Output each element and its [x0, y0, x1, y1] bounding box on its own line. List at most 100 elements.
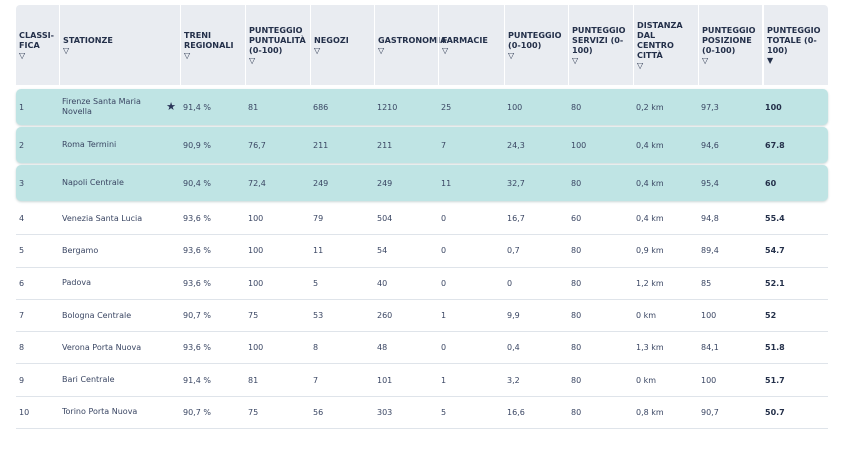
sort-icon[interactable]: ▽	[184, 51, 191, 60]
cell-gastronomy: 54	[377, 246, 388, 256]
cell-services-score: 80	[571, 407, 582, 417]
column-header-regional-trains[interactable]: TRENI REGIONALI ▽	[180, 5, 245, 85]
cell-distance-center: 0,4 km	[636, 214, 664, 224]
cell-pharmacies: 11	[441, 178, 452, 188]
cell-gastronomy: 1210	[377, 102, 398, 112]
cell-regional-trains: 90,7 %	[183, 407, 211, 417]
column-header-label: PUNTEGGIO PUNTUALITÀ (0-100)	[249, 25, 306, 55]
column-header-label: TRENI REGIONALI	[184, 30, 234, 50]
cell-services-score: 80	[571, 102, 582, 112]
cell-total-score: 54.7	[765, 246, 785, 256]
cell-position-score: 100	[701, 311, 717, 321]
star-icon[interactable]: ★	[166, 100, 176, 113]
sort-icon[interactable]: ▽	[637, 61, 644, 70]
cell-rank: 4	[19, 214, 25, 224]
cell-regional-trains: 93,6 %	[183, 214, 211, 224]
column-header-position-score[interactable]: PUNTEGGIO POSIZIONE (0-100) ▽	[698, 5, 762, 85]
station-ranking-table: CLASSI- FICA ▽ STATIONZE ▽ TRENI REGIONALI ▽ P…	[16, 5, 828, 430]
sort-icon[interactable]: ▽	[508, 51, 515, 60]
column-header-punctuality-score[interactable]: PUNTEGGIO PUNTUALITÀ (0-100) ▽	[245, 5, 310, 85]
cell-gastronomy: 48	[377, 343, 388, 353]
column-header-label: PUNTEGGIO POSIZIONE (0-100)	[702, 25, 756, 55]
table-row[interactable]: 1 Firenze Santa Maria Novella ★ 91,4 % 81 686…	[16, 89, 828, 125]
column-header-total-score[interactable]: PUNTEGGIO TOTALE (0- 100) ▼	[762, 5, 828, 85]
column-header-station[interactable]: STATIONZE ▽	[59, 5, 180, 85]
cell-position-score: 89,4	[701, 246, 719, 256]
column-header-services-score[interactable]: PUNTEGGIO SERVIZI (0- 100) ▽	[568, 5, 633, 85]
cell-station: Firenze Santa Maria Novella ★	[62, 97, 176, 116]
cell-distance-center: 0,8 km	[636, 407, 664, 417]
cell-distance-center: 0,2 km	[636, 102, 664, 112]
sort-icon[interactable]: ▽	[572, 56, 579, 65]
table-row[interactable]: 8 Verona Porta Nuova 93,6 % 100 8 48 0 0,4 80 1,3…	[16, 332, 828, 365]
cell-score: 9,9	[507, 311, 520, 321]
column-header-label: CLASSI- FICA	[19, 30, 55, 50]
table-body: 1 Firenze Santa Maria Novella ★ 91,4 % 81 686…	[16, 89, 828, 430]
cell-pharmacies: 5	[441, 407, 447, 417]
cell-regional-trains: 93,6 %	[183, 246, 211, 256]
cell-rank: 10	[19, 407, 30, 417]
cell-station: Padova	[62, 278, 91, 288]
cell-regional-trains: 90,7 %	[183, 311, 211, 321]
sort-icon[interactable]: ▽	[249, 56, 256, 65]
cell-rank: 8	[19, 343, 25, 353]
column-header-distance-center[interactable]: DISTANZA DAL CENTRO CITTÀ ▽	[633, 5, 698, 85]
column-header-label: PUNTEGGIO TOTALE (0- 100)	[767, 25, 821, 55]
cell-position-score: 94,8	[701, 214, 719, 224]
table-row[interactable]: 4 Venezia Santa Lucia 93,6 % 100 79 504 0 16,7 6…	[16, 203, 828, 236]
cell-services-score: 80	[571, 311, 582, 321]
column-header-pharmacies[interactable]: FARMACIE ▽	[438, 5, 504, 85]
cell-services-score: 80	[571, 278, 582, 288]
cell-punctuality-score: 100	[248, 246, 264, 256]
cell-regional-trains: 93,6 %	[183, 343, 211, 353]
column-header-shops[interactable]: NEGOZI ▽	[310, 5, 374, 85]
column-header-gastronomy[interactable]: GASTRONOMIA ▽	[374, 5, 447, 85]
table-row[interactable]: 7 Bologna Centrale 90,7 % 75 53 260 1 9,9 80 0 km…	[16, 300, 828, 333]
cell-punctuality-score: 81	[248, 102, 259, 112]
column-header-rank[interactable]: CLASSI- FICA ▽	[16, 5, 59, 85]
cell-score: 0	[507, 278, 513, 288]
cell-gastronomy: 211	[377, 140, 393, 150]
cell-station: Napoli Centrale	[62, 178, 124, 187]
cell-services-score: 80	[571, 246, 582, 256]
sort-icon[interactable]: ▽	[314, 46, 321, 55]
column-header-score[interactable]: PUNTEGGIO (0-100) ▽	[504, 5, 568, 85]
cell-services-score: 80	[571, 178, 582, 188]
table-row[interactable]: 9 Bari Centrale 91,4 % 81 7 101 1 3,2 80 0 km 100 5…	[16, 364, 828, 397]
cell-rank: 9	[19, 375, 25, 385]
sort-icon[interactable]: ▽	[19, 51, 26, 60]
sort-icon[interactable]: ▽	[702, 56, 709, 65]
cell-shops: 8	[313, 343, 319, 353]
cell-punctuality-score: 100	[248, 214, 264, 224]
cell-gastronomy: 303	[377, 407, 393, 417]
cell-station: Venezia Santa Lucia	[62, 213, 143, 223]
column-header-label: GASTRONOMIA	[378, 35, 447, 45]
cell-score: 16,6	[507, 407, 525, 417]
cell-pharmacies: 0	[441, 343, 447, 353]
table-row[interactable]: 6 Padova 93,6 % 100 5 40 0 0 80 1,2 km 85 52.1	[16, 268, 828, 300]
cell-shops: 53	[313, 311, 324, 321]
sort-icon[interactable]: ▽	[63, 46, 70, 55]
cell-position-score: 97,3	[701, 102, 719, 112]
table-header: CLASSI- FICA ▽ STATIONZE ▽ TRENI REGIONALI ▽ P…	[16, 5, 828, 85]
sort-descending-icon[interactable]: ▼	[767, 56, 774, 65]
cell-regional-trains: 93,6 %	[183, 278, 211, 288]
sort-icon[interactable]: ▽	[378, 46, 385, 55]
cell-shops: 7	[313, 375, 319, 385]
cell-score: 100	[507, 102, 523, 112]
cell-score: 24,3	[507, 140, 525, 150]
cell-shops: 56	[313, 407, 324, 417]
cell-score: 3,2	[507, 375, 520, 385]
sort-icon[interactable]: ▽	[442, 46, 449, 55]
cell-distance-center: 0 km	[636, 311, 657, 321]
table-row[interactable]: 10 Torino Porta Nuova 90,7 % 75 56 303 5 16,6 80…	[16, 397, 828, 430]
table-row[interactable]: 5 Bergamo 93,6 % 100 11 54 0 0,7 80 0,9 km 89,4 54.…	[16, 235, 828, 268]
table-row[interactable]: 2 Roma Termini 90,9 % 76,7 211 211 7 24,3 100 0,4…	[16, 127, 828, 163]
table-row[interactable]: 3 Napoli Centrale 90,4 % 72,4 249 249 11 32,7 80…	[16, 165, 828, 201]
column-header-label: FARMACIE	[442, 35, 488, 45]
cell-distance-center: 0,4 km	[636, 178, 664, 188]
cell-services-score: 80	[571, 375, 582, 385]
cell-pharmacies: 1	[441, 311, 447, 321]
cell-services-score: 80	[571, 343, 582, 353]
cell-regional-trains: 90,9 %	[183, 140, 211, 150]
